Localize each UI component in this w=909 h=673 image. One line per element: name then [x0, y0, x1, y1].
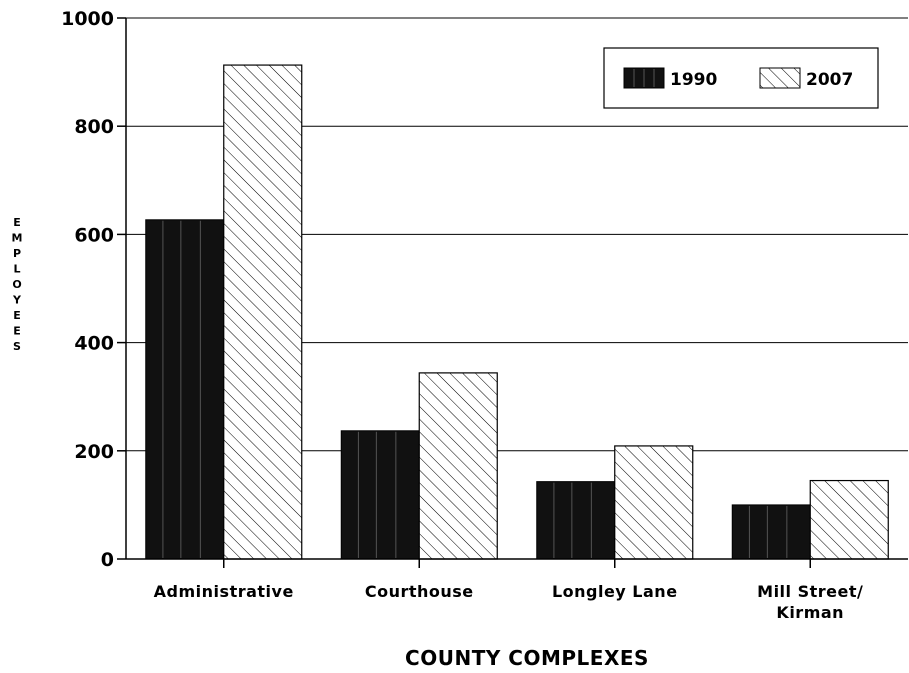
- bar-fill-1990-mill-street-kirman: [731, 504, 811, 560]
- y-axis-title-letter: M: [12, 232, 23, 245]
- bar-2007-mill-street-kirman: [809, 479, 889, 560]
- bar-2007-courthouse: [418, 372, 498, 560]
- y-axis-title-letter: E: [13, 325, 21, 338]
- x-tick-label: Courthouse: [365, 582, 474, 601]
- legend: 1990 2007: [603, 47, 879, 109]
- bar-fill-1990-longley-lane: [536, 481, 616, 560]
- y-axis-title-letter: O: [12, 278, 21, 291]
- x-tick-label-line: Longley Lane: [552, 582, 678, 601]
- bar-fill-1990-administrative: [145, 219, 225, 560]
- y-tick-label-200: 200: [74, 441, 114, 463]
- bar-fill-2007-longley-lane: [614, 445, 694, 560]
- y-axis-title-letter: Y: [12, 294, 22, 307]
- bar-1990-administrative: [145, 219, 225, 560]
- bar-fill-1990-courthouse: [340, 430, 420, 560]
- x-tick-label-line: Mill Street/: [757, 582, 863, 601]
- bar-fill-2007-courthouse: [418, 372, 498, 560]
- y-tick-label-0: 0: [101, 549, 114, 571]
- x-tick-label-line: Administrative: [154, 582, 294, 601]
- legend-item-1990: 1990: [623, 67, 717, 90]
- bar-1990-longley-lane: [536, 481, 616, 560]
- bar-2007-administrative: [223, 64, 303, 560]
- y-axis-title-letter: L: [13, 263, 20, 276]
- legend-label-1990: 1990: [670, 70, 717, 90]
- x-tick-label: Mill Street/Kirman: [757, 582, 863, 622]
- y-tick-label-800: 800: [74, 116, 114, 138]
- bar-fill-2007-mill-street-kirman: [809, 479, 889, 560]
- bars: [145, 64, 889, 560]
- x-tick-label-line: Courthouse: [365, 582, 474, 601]
- y-tick-label-1000: 1000: [61, 8, 114, 30]
- axes: [117, 17, 908, 568]
- y-tick-label-600: 600: [74, 224, 114, 246]
- x-tick-label: Administrative: [154, 582, 294, 601]
- x-tick-label-line: Kirman: [776, 603, 844, 622]
- legend-item-2007: 2007: [759, 67, 853, 90]
- y-axis-title-letter: E: [13, 309, 21, 322]
- bar-1990-mill-street-kirman: [731, 504, 811, 560]
- axis-labels: 0 200 400 600 800 1000 Administrative Courthous…: [61, 8, 863, 622]
- y-axis-title-letter: P: [13, 247, 21, 260]
- bar-2007-longley-lane: [614, 445, 694, 560]
- y-axis-title-letter: E: [13, 216, 21, 229]
- legend-label-2007: 2007: [806, 70, 853, 90]
- y-tick-label-400: 400: [74, 333, 114, 355]
- bar-fill-2007-administrative: [223, 64, 303, 560]
- x-tick-label: Longley Lane: [552, 582, 678, 601]
- bar-1990-courthouse: [340, 430, 420, 560]
- legend-swatch-2007: [759, 67, 801, 89]
- x-axis-title: COUNTY COMPLEXES: [405, 646, 649, 670]
- y-axis-title-letter: S: [13, 340, 21, 353]
